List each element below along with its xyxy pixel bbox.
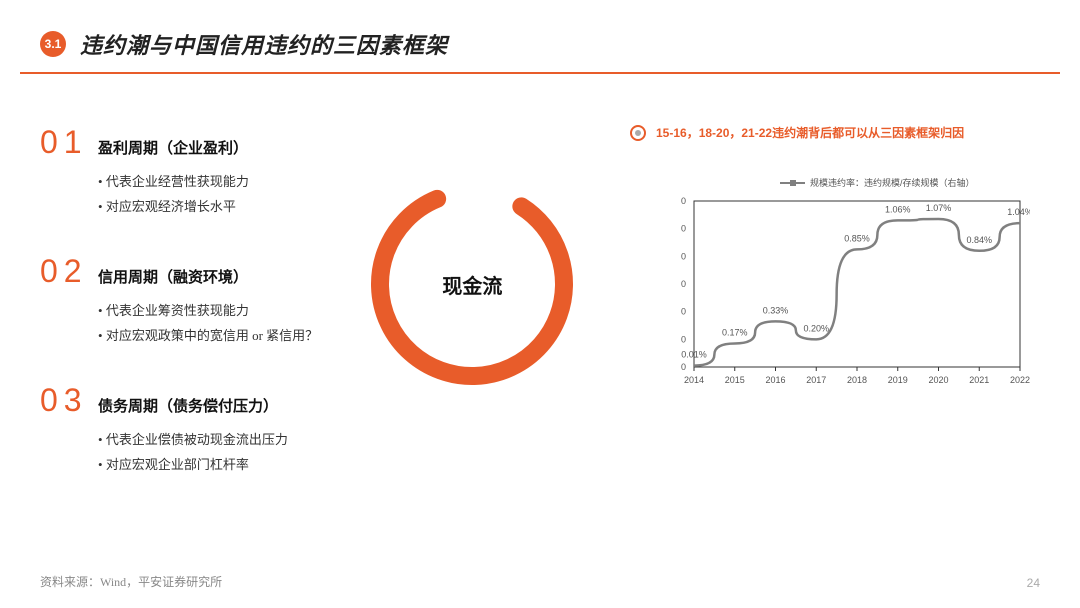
factor-number: 03: [40, 382, 98, 419]
svg-text:0: 0: [681, 307, 686, 317]
svg-text:2015: 2015: [725, 375, 745, 385]
line-chart: 规模违约率：违约规模/存续规模（右轴） 0 0 0 0 0 0 0 2014 2015 2016 2…: [630, 161, 1060, 396]
svg-text:0.85%: 0.85%: [844, 233, 870, 243]
svg-text:1.04%: 1.04%: [1007, 207, 1030, 217]
svg-text:0: 0: [681, 196, 686, 206]
svg-text:1.06%: 1.06%: [885, 204, 911, 214]
factor-title: 债务周期（债务偿付压力）: [98, 395, 278, 416]
factor-3: 03债务周期（债务偿付压力） 代表企业偿债被动现金流出压力对应宏观企业部门杠杆率: [40, 382, 335, 473]
svg-text:2018: 2018: [847, 375, 867, 385]
svg-text:0.33%: 0.33%: [763, 305, 789, 315]
factor-bullets: 代表企业偿债被动现金流出压力对应宏观企业部门杠杆率: [98, 429, 335, 473]
svg-text:2022: 2022: [1010, 375, 1030, 385]
svg-text:0: 0: [681, 279, 686, 289]
factor-2: 02信用周期（融资环境） 代表企业筹资性获现能力对应宏观政策中的宽信用 or 紧信…: [40, 253, 335, 344]
factor-title: 信用周期（融资环境）: [98, 266, 248, 287]
bullet-item: 对应宏观政策中的宽信用 or 紧信用？: [98, 325, 335, 344]
factor-1: 01盈利周期（企业盈利） 代表企业经营性获现能力对应宏观经济增长水平: [40, 124, 335, 215]
bullet-item: 代表企业筹资性获现能力: [98, 300, 335, 319]
callout-text: 15-16，18-20，21-22违约潮背后都可以从三因素框架归因: [656, 124, 964, 141]
svg-text:2020: 2020: [928, 375, 948, 385]
svg-text:0.17%: 0.17%: [722, 327, 748, 337]
svg-text:2014: 2014: [684, 375, 704, 385]
source-footer: 资料来源：Wind，平安证券研究所: [40, 573, 222, 590]
ring-diagram: 现金流: [335, 124, 610, 444]
slide-header: 3.1 违约潮与中国信用违约的三因素框架: [20, 0, 1060, 74]
svg-text:1.07%: 1.07%: [926, 203, 952, 213]
factors-list: 01盈利周期（企业盈利） 代表企业经营性获现能力对应宏观经济增长水平 02信用周期（…: [40, 124, 335, 511]
svg-text:2021: 2021: [969, 375, 989, 385]
svg-text:2017: 2017: [806, 375, 826, 385]
factor-bullets: 代表企业经营性获现能力对应宏观经济增长水平: [98, 171, 335, 215]
svg-text:0: 0: [681, 251, 686, 261]
bullet-item: 代表企业经营性获现能力: [98, 171, 335, 190]
svg-text:0: 0: [681, 334, 686, 344]
svg-text:2019: 2019: [888, 375, 908, 385]
factor-bullets: 代表企业筹资性获现能力对应宏观政策中的宽信用 or 紧信用？: [98, 300, 335, 344]
svg-text:0.01%: 0.01%: [681, 350, 707, 360]
callout: 15-16，18-20，21-22违约潮背后都可以从三因素框架归因: [630, 124, 1060, 141]
svg-text:规模违约率：违约规模/存续规模（右轴）: 规模违约率：违约规模/存续规模（右轴）: [810, 177, 975, 188]
factor-number: 01: [40, 124, 98, 161]
svg-text:0.84%: 0.84%: [966, 235, 992, 245]
factor-title: 盈利周期（企业盈利）: [98, 137, 248, 158]
svg-text:2016: 2016: [765, 375, 785, 385]
bullet-item: 代表企业偿债被动现金流出压力: [98, 429, 335, 448]
section-number-badge: 3.1: [40, 31, 66, 57]
svg-text:0.20%: 0.20%: [803, 323, 829, 333]
bullet-item: 对应宏观经济增长水平: [98, 196, 335, 215]
chart-panel: 15-16，18-20，21-22违约潮背后都可以从三因素框架归因 规模违约率：…: [610, 124, 1060, 511]
page-number: 24: [1027, 576, 1040, 590]
bullet-item: 对应宏观企业部门杠杆率: [98, 454, 335, 473]
svg-text:0: 0: [681, 224, 686, 234]
svg-text:0: 0: [681, 362, 686, 372]
target-icon: [630, 125, 646, 141]
slide-body: 01盈利周期（企业盈利） 代表企业经营性获现能力对应宏观经济增长水平 02信用周期（…: [0, 74, 1080, 511]
slide-title: 违约潮与中国信用违约的三因素框架: [80, 28, 448, 60]
factor-number: 02: [40, 253, 98, 290]
ring-center-label: 现金流: [442, 270, 502, 299]
